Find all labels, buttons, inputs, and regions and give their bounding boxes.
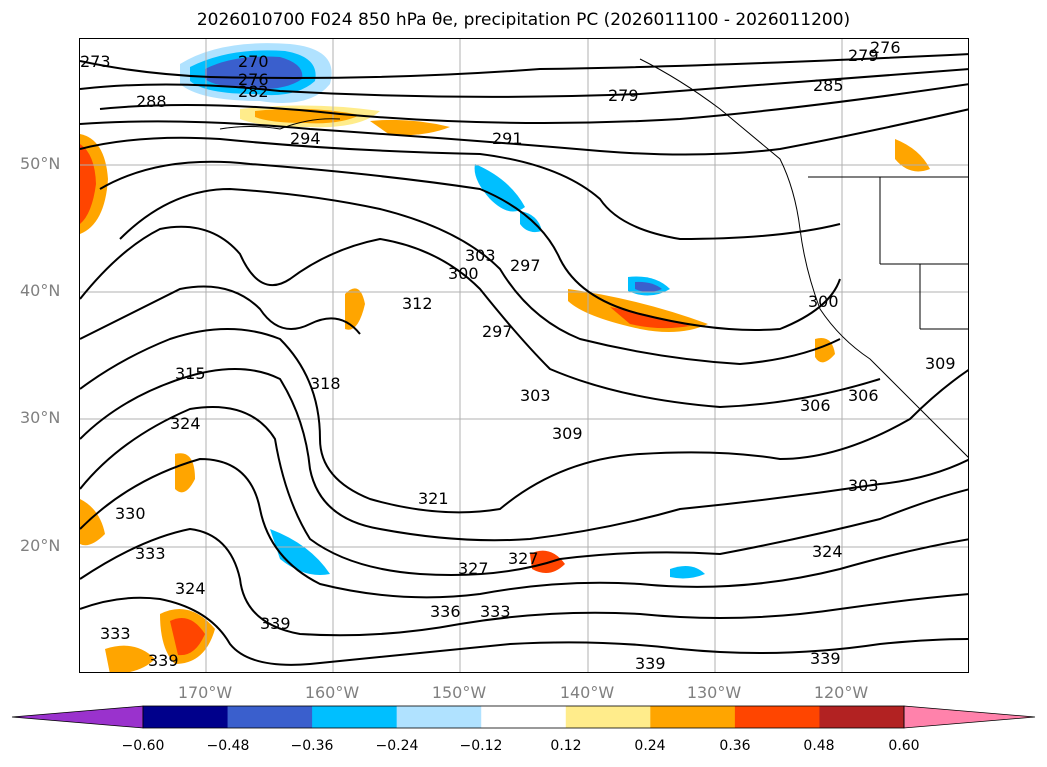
lon-label-150w: 150°W <box>431 683 487 702</box>
lon-label-130w: 130°W <box>686 683 742 702</box>
plot-title: 2026010700 F024 850 hPa θe, precipitatio… <box>196 10 851 30</box>
colorbar-segment <box>481 706 567 728</box>
contour-label: 306 <box>800 396 831 415</box>
contour-label: 339 <box>148 651 179 670</box>
colorbar-tick: 0.12 <box>550 738 582 754</box>
colorbar-extend-min <box>11 705 144 729</box>
positive-anomaly-blob <box>170 617 205 656</box>
colorbar-segment <box>143 706 229 728</box>
positive-anomaly-blob <box>105 645 155 672</box>
colorbar-tick: −0.24 <box>375 738 419 754</box>
colorbar-segment <box>565 706 651 728</box>
positive-anomaly-blob <box>80 499 105 546</box>
contour-label: 276 <box>870 39 901 57</box>
contour-label: 303 <box>465 246 496 265</box>
coastlines <box>219 58 968 458</box>
contour-label: 309 <box>552 424 583 443</box>
colorbar-segment <box>396 706 482 728</box>
contour-label: 339 <box>260 614 291 633</box>
negative-anomaly-blob <box>635 281 662 292</box>
colorbar-extend-max <box>903 705 1036 729</box>
contour-label: 273 <box>80 52 111 71</box>
map-canvas: 273 270 276 282 288 294 291 279 285 276 … <box>80 39 968 673</box>
contour-label: 270 <box>238 52 269 71</box>
positive-anomaly-blob <box>175 453 195 493</box>
contour-label: 324 <box>170 414 201 433</box>
lon-label-120w: 120°W <box>813 683 869 702</box>
positive-anomaly-blob <box>370 119 450 136</box>
colorbar-tick: 0.48 <box>803 738 835 754</box>
contour-label: 327 <box>508 549 539 568</box>
contour-label: 339 <box>810 649 841 668</box>
colorbar-tick: 0.24 <box>634 738 666 754</box>
contour-label: 306 <box>848 386 879 405</box>
contour-label: 282 <box>238 82 269 101</box>
contour-label: 279 <box>608 86 639 105</box>
negative-anomaly-blob <box>270 529 330 575</box>
contour-label: 276 <box>238 70 269 89</box>
contour-label: 285 <box>813 76 844 95</box>
contour-label: 315 <box>175 364 206 383</box>
colorbar-tick: −0.48 <box>206 738 250 754</box>
colorbar-tick: −0.60 <box>121 738 165 754</box>
positive-anomaly-blob <box>895 139 930 172</box>
contour-label: 327 <box>458 559 489 578</box>
positive-anomaly-blob <box>815 338 835 363</box>
lat-label-20n: 20°N <box>20 536 61 555</box>
lon-label-170w: 170°W <box>177 683 233 702</box>
contour-label: 333 <box>100 624 131 643</box>
contour-label: 303 <box>520 386 551 405</box>
colorbar-tick: −0.12 <box>459 738 503 754</box>
contour-label: 303 <box>848 476 879 495</box>
contour-label: 336 <box>430 602 461 621</box>
contour-label: 318 <box>310 374 341 393</box>
colorbar-segment <box>734 706 820 728</box>
colorbar-segment <box>312 706 398 728</box>
contour-label: 300 <box>808 292 839 311</box>
contour-label: 339 <box>635 654 666 673</box>
contour-label: 291 <box>492 129 523 148</box>
graticule <box>80 39 968 672</box>
theta-e-contours <box>80 53 968 666</box>
contour-label: 288 <box>136 92 167 111</box>
lon-label-140w: 140°W <box>559 683 615 702</box>
colorbar-segment <box>227 706 313 728</box>
contour-label: 333 <box>480 602 511 621</box>
colorbar-segment <box>819 706 905 728</box>
positive-anomaly-blob <box>80 144 96 224</box>
contour-label: 297 <box>510 256 541 275</box>
lon-label-160w: 160°W <box>304 683 360 702</box>
contour-label: 333 <box>135 544 166 563</box>
contour-label: 330 <box>115 504 146 523</box>
negative-anomaly-blob <box>205 56 303 90</box>
colorbar-segments <box>11 705 1036 729</box>
colorbar-segment <box>650 706 736 728</box>
colorbar-tick: 0.36 <box>719 738 751 754</box>
positive-anomaly-blob <box>345 288 365 330</box>
contour-label: 324 <box>175 579 206 598</box>
contour-label: 324 <box>812 542 843 561</box>
lat-label-50n: 50°N <box>20 154 61 173</box>
contour-label: 300 <box>448 264 479 283</box>
colorbar-outline <box>142 705 905 729</box>
contour-label-group: 273 270 276 282 288 294 291 279 285 276 … <box>80 39 956 673</box>
contour-label: 321 <box>418 489 449 508</box>
contour-label: 309 <box>925 354 956 373</box>
lat-label-30n: 30°N <box>20 408 61 427</box>
colorbar-tick: −0.36 <box>290 738 334 754</box>
contour-label: 279 <box>848 46 879 65</box>
lat-label-40n: 40°N <box>20 281 61 300</box>
negative-anomaly-blob <box>474 164 525 212</box>
contour-label: 297 <box>482 322 513 341</box>
map-panel: 273 270 276 282 288 294 291 279 285 276 … <box>79 38 969 673</box>
contour-label: 294 <box>290 129 321 148</box>
colorbar <box>11 705 1036 729</box>
colorbar-tick: 0.60 <box>888 738 920 754</box>
contour-label: 312 <box>402 294 433 313</box>
negative-anomaly-blob <box>670 565 705 579</box>
